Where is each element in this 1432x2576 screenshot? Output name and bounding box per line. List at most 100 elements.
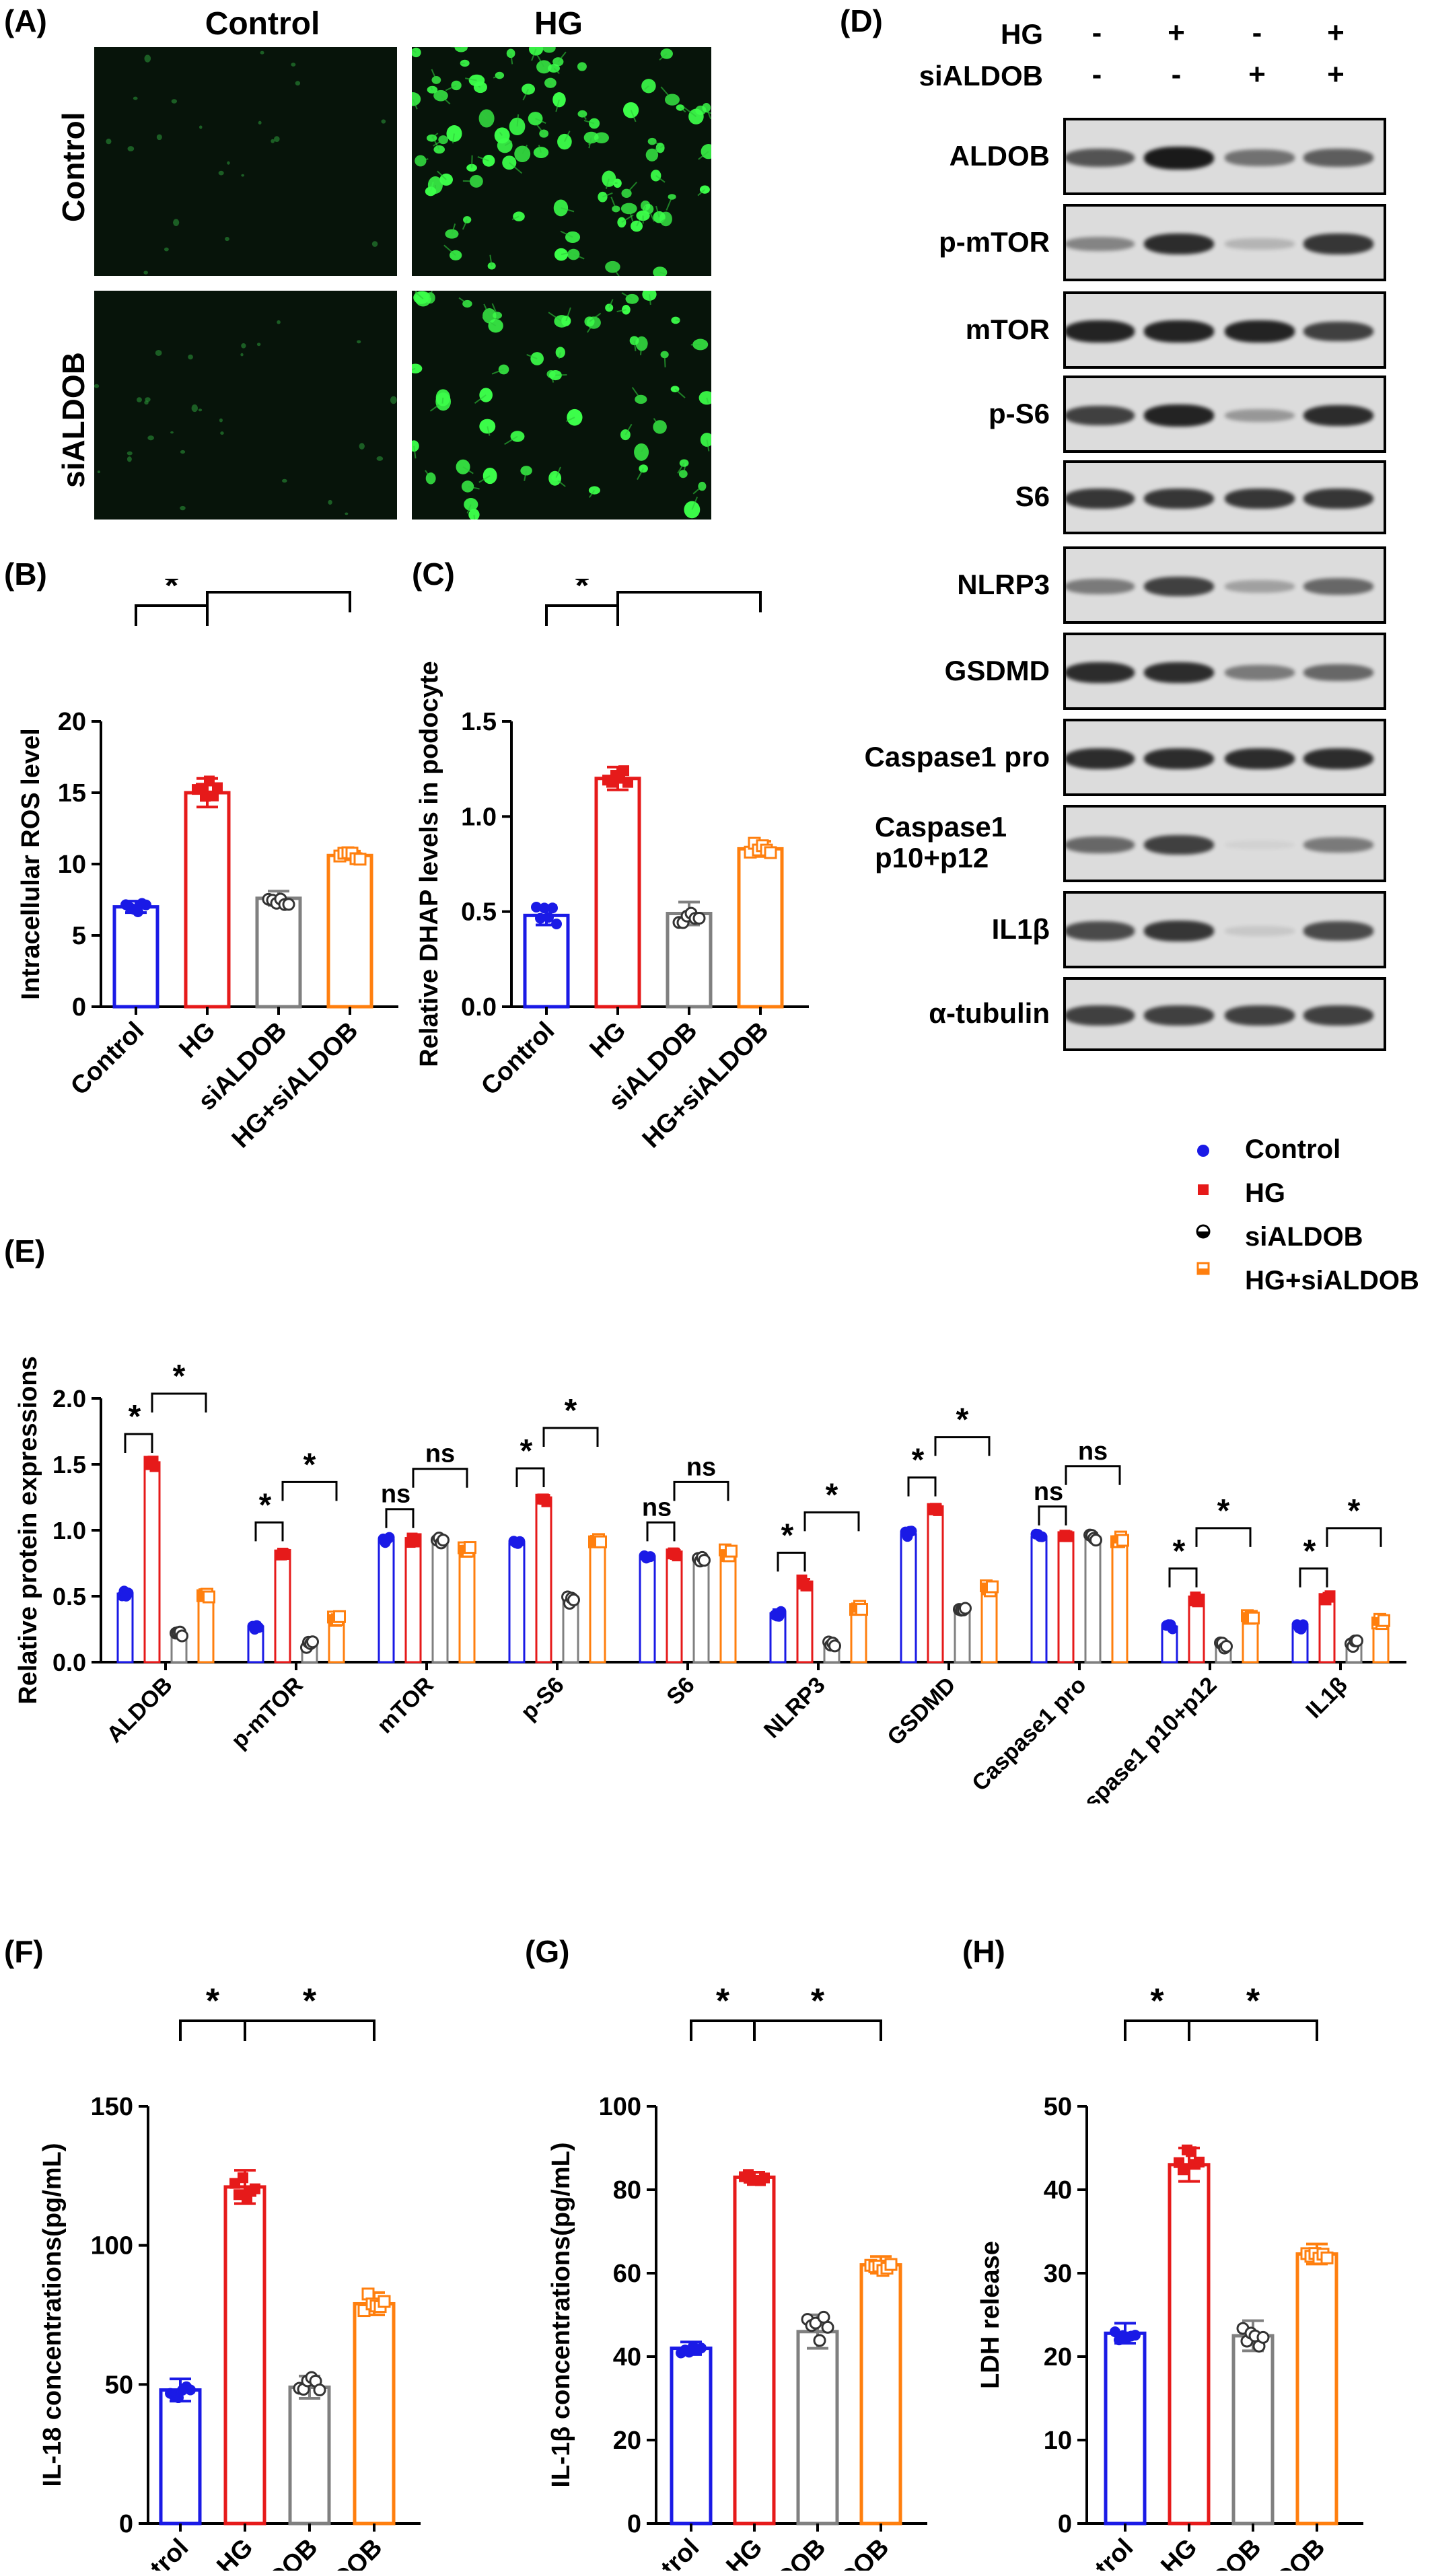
x-tick-label: IL1β (1301, 1672, 1352, 1723)
data-point (543, 912, 554, 923)
sig-bracket (545, 604, 619, 626)
data-point (185, 2384, 196, 2396)
wb-band (1225, 488, 1295, 509)
sig-label: * (165, 579, 179, 606)
cell-blob (700, 433, 711, 447)
wb-row-label: GSDMD (944, 654, 1050, 686)
data-point (725, 1544, 738, 1558)
cell-blob (381, 119, 386, 124)
cell-process (660, 86, 673, 100)
cell-blob (589, 118, 600, 129)
bar (1231, 2334, 1275, 2526)
y-tick-label: 100 (91, 2232, 133, 2260)
cell-blob (170, 431, 174, 434)
cell-process (412, 367, 416, 371)
wb-band (1066, 405, 1135, 426)
cell-blob (653, 266, 668, 276)
data-point (802, 1580, 814, 1591)
cell-process (536, 54, 545, 67)
cell-process (522, 145, 528, 155)
cell-process (653, 418, 661, 428)
wb-band (1066, 836, 1135, 854)
cell-process (680, 107, 686, 113)
cell-blob (225, 236, 229, 242)
cell-blob (173, 219, 180, 227)
data-point (384, 1532, 395, 1543)
sig-label: * (1217, 1493, 1230, 1529)
x-tick-label: HG+siALDOB (637, 1017, 775, 1154)
x-tick-label: HG+siALDOB (227, 1017, 364, 1154)
wb-sign: + (1327, 16, 1345, 49)
bar (796, 2330, 839, 2526)
bar (1188, 1598, 1205, 1663)
y-tick-label: 0 (119, 2510, 133, 2538)
wb-band (1303, 321, 1373, 342)
wb-band (1144, 404, 1214, 427)
sig-label: * (1246, 1982, 1260, 2021)
y-tick-label: 1.5 (52, 1451, 86, 1478)
cell-blob (359, 443, 365, 450)
y-axis-label: LDH release (976, 2241, 1005, 2389)
cell-process (558, 352, 561, 359)
data-point (1220, 1639, 1233, 1653)
sig-bracket (244, 2019, 375, 2041)
bar (1030, 1536, 1048, 1663)
cell-process (437, 170, 447, 180)
bar (223, 2185, 266, 2526)
cell-blob (664, 94, 680, 106)
y-axis-label: Relative protein expressions (14, 1356, 42, 1704)
bar (508, 1542, 526, 1663)
x-tick-label: HG (721, 2534, 768, 2571)
wb-band (1303, 577, 1373, 596)
cell-process (641, 444, 646, 453)
data-point (280, 1548, 291, 1560)
y-tick-label: 0.0 (461, 993, 497, 1022)
panel-label-e: (E) (4, 1233, 46, 1268)
cell-process (474, 394, 487, 404)
data-point (821, 2320, 834, 2334)
bar (159, 2388, 202, 2526)
wb-band (1225, 580, 1295, 593)
data-point (692, 911, 706, 925)
bar (954, 1610, 971, 1663)
y-tick-label: 40 (613, 2343, 641, 2371)
cell-process (659, 144, 665, 149)
micro-col-header-control: Control (205, 6, 320, 42)
cell-process (504, 141, 513, 147)
wb-band (1066, 748, 1135, 770)
y-tick-label: 0 (72, 993, 86, 1022)
cell-process (655, 175, 666, 183)
wb-band (1066, 488, 1135, 509)
sig-label: ns (642, 1493, 672, 1522)
x-tick-label: Control (620, 2534, 705, 2571)
sig-bracket (281, 1480, 338, 1501)
cell-process (647, 209, 655, 222)
sig-label: ns (1034, 1478, 1063, 1506)
sig-bracket (1038, 1505, 1067, 1526)
panel-label-c: (C) (412, 557, 455, 592)
data-point (884, 2258, 898, 2271)
cell-process (666, 196, 673, 211)
panel-label-f: (F) (4, 1934, 44, 1969)
cell-process (458, 297, 468, 305)
sig-label: * (129, 1399, 141, 1435)
cell-blob (653, 420, 667, 434)
cell-blob (180, 450, 186, 454)
cell-process (677, 462, 685, 474)
sig-label: * (811, 1982, 825, 2021)
sig-label: ns (425, 1440, 455, 1468)
cell-blob (295, 81, 301, 86)
sig-label: * (682, 579, 696, 592)
cell-process (648, 294, 651, 306)
wb-sign: - (1091, 16, 1102, 49)
cell-blob (147, 435, 154, 441)
y-tick-label: 30 (1044, 2260, 1072, 2288)
sig-label: * (206, 1982, 220, 2021)
sig-label: * (781, 1517, 794, 1553)
cell-process (557, 51, 567, 63)
data-point (551, 918, 562, 929)
wb-band (1303, 488, 1373, 509)
cell-process (526, 353, 538, 359)
data-point (535, 913, 546, 924)
x-tick-label: mTOR (372, 1672, 439, 1739)
